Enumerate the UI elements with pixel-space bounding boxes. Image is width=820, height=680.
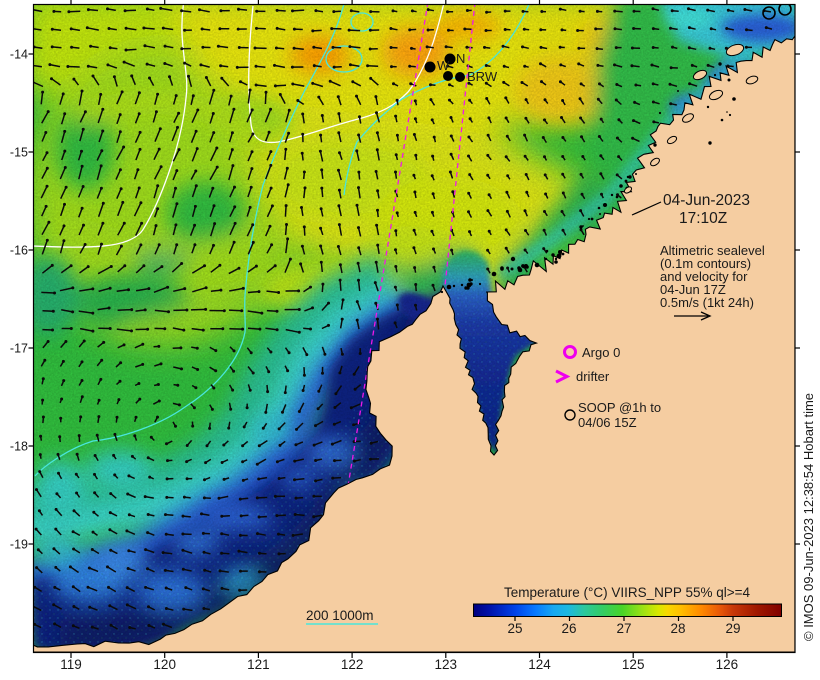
svg-text:-19: -19 <box>10 538 28 552</box>
svg-text:28: 28 <box>670 621 685 636</box>
svg-text:126: 126 <box>716 657 739 672</box>
svg-text:N: N <box>456 51 465 66</box>
svg-text:SOOP @1h to: SOOP @1h to <box>578 400 661 415</box>
svg-text:125: 125 <box>622 657 645 672</box>
svg-text:04/06 15Z: 04/06 15Z <box>578 415 637 430</box>
svg-text:and velocity for: and velocity for <box>660 269 748 284</box>
svg-text:27: 27 <box>616 621 631 636</box>
svg-text:-16: -16 <box>10 244 28 258</box>
svg-text:29: 29 <box>725 621 740 636</box>
svg-text:© IMOS 09-Jun-2023 12:38:54 Ho: © IMOS 09-Jun-2023 12:38:54 Hobart time <box>801 393 816 641</box>
svg-text:17:10Z: 17:10Z <box>679 210 727 227</box>
svg-text:drifter: drifter <box>576 369 610 384</box>
svg-text:-15: -15 <box>10 146 28 160</box>
svg-text:04-Jun 17Z: 04-Jun 17Z <box>660 282 726 297</box>
svg-text:W: W <box>437 58 450 73</box>
svg-text:Argo 0: Argo 0 <box>582 345 620 360</box>
svg-text:121: 121 <box>247 657 270 672</box>
svg-text:200 1000m: 200 1000m <box>306 608 374 623</box>
svg-text:(0.1m contours): (0.1m contours) <box>660 256 751 271</box>
svg-text:0.5m/s (1kt 24h): 0.5m/s (1kt 24h) <box>660 295 754 310</box>
svg-text:Temperature (°C) VIIRS_NPP 55%: Temperature (°C) VIIRS_NPP 55% ql>=4 <box>504 585 751 600</box>
svg-text:04-Jun-2023: 04-Jun-2023 <box>663 192 750 209</box>
svg-text:122: 122 <box>341 657 364 672</box>
svg-text:119: 119 <box>60 657 82 672</box>
svg-text:Altimetric sealevel: Altimetric sealevel <box>660 243 765 258</box>
svg-text:-18: -18 <box>10 440 28 454</box>
svg-text:124: 124 <box>528 657 551 672</box>
svg-text:-14: -14 <box>10 48 28 62</box>
svg-text:-17: -17 <box>10 342 28 356</box>
svg-text:123: 123 <box>435 657 458 672</box>
svg-text:120: 120 <box>153 657 176 672</box>
svg-text:26: 26 <box>561 621 576 636</box>
svg-text:BRW: BRW <box>467 69 498 84</box>
svg-text:25: 25 <box>507 621 522 636</box>
